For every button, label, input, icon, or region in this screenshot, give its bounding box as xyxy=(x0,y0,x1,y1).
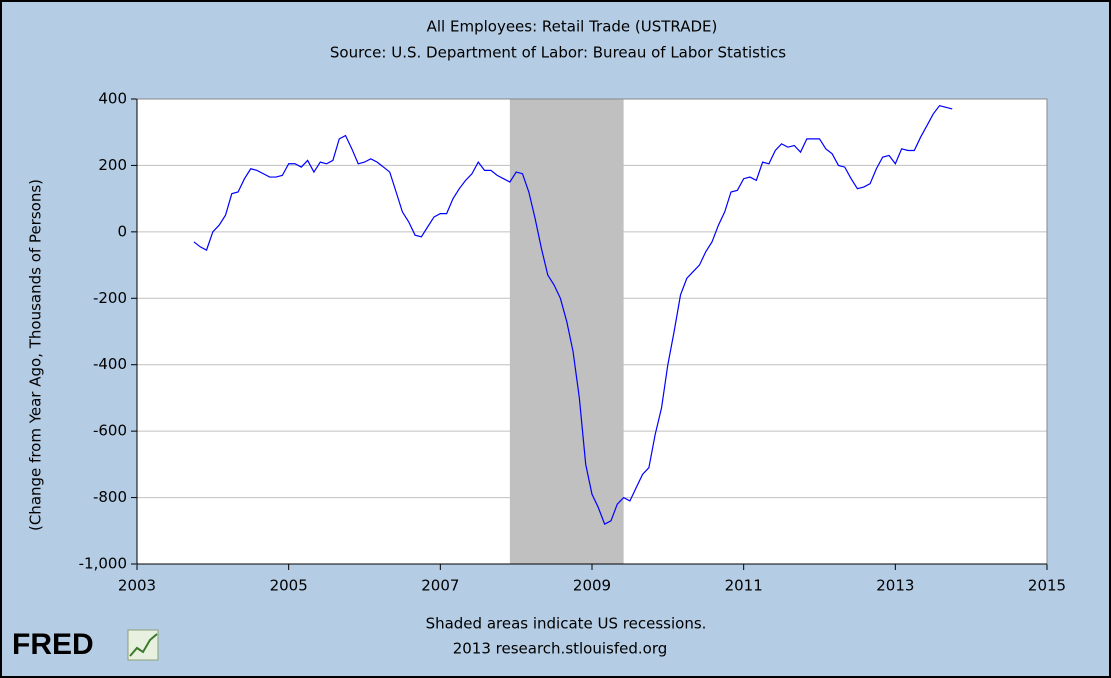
x-tick-label: 2009 xyxy=(573,577,611,595)
logo: FRED xyxy=(12,628,159,661)
logo-text: FRED xyxy=(12,628,94,661)
chart-subtitle: Source: U.S. Department of Labor: Bureau… xyxy=(330,44,786,62)
y-tick-label: -600 xyxy=(93,422,127,440)
logo-icon-line xyxy=(129,633,158,657)
x-tick-label: 2011 xyxy=(725,577,763,595)
logo-icon xyxy=(127,629,159,661)
x-tick-label: 2005 xyxy=(270,577,308,595)
recession-shade xyxy=(509,99,624,564)
y-tick-label: -800 xyxy=(93,488,127,506)
y-tick-label: 0 xyxy=(117,222,127,240)
x-tick-label: 2013 xyxy=(876,577,914,595)
y-tick-label: 400 xyxy=(98,90,127,108)
credit: 2013 research.stlouisfed.org xyxy=(453,640,668,658)
y-tick-label: -1,000 xyxy=(79,555,127,573)
x-tick-label: 2007 xyxy=(421,577,459,595)
y-tick-label: -200 xyxy=(93,289,127,307)
y-tick-label: -400 xyxy=(93,355,127,373)
y-axis-label: (Change from Year Ago, Thousands of Pers… xyxy=(27,179,45,531)
data-line xyxy=(193,104,953,525)
note: Shaded areas indicate US recessions. xyxy=(426,615,707,633)
x-tick-label: 2015 xyxy=(1028,577,1066,595)
chart-title: All Employees: Retail Trade (USTRADE) xyxy=(427,18,718,36)
y-tick-label: 200 xyxy=(98,156,127,174)
x-tick-label: 2003 xyxy=(118,577,156,595)
